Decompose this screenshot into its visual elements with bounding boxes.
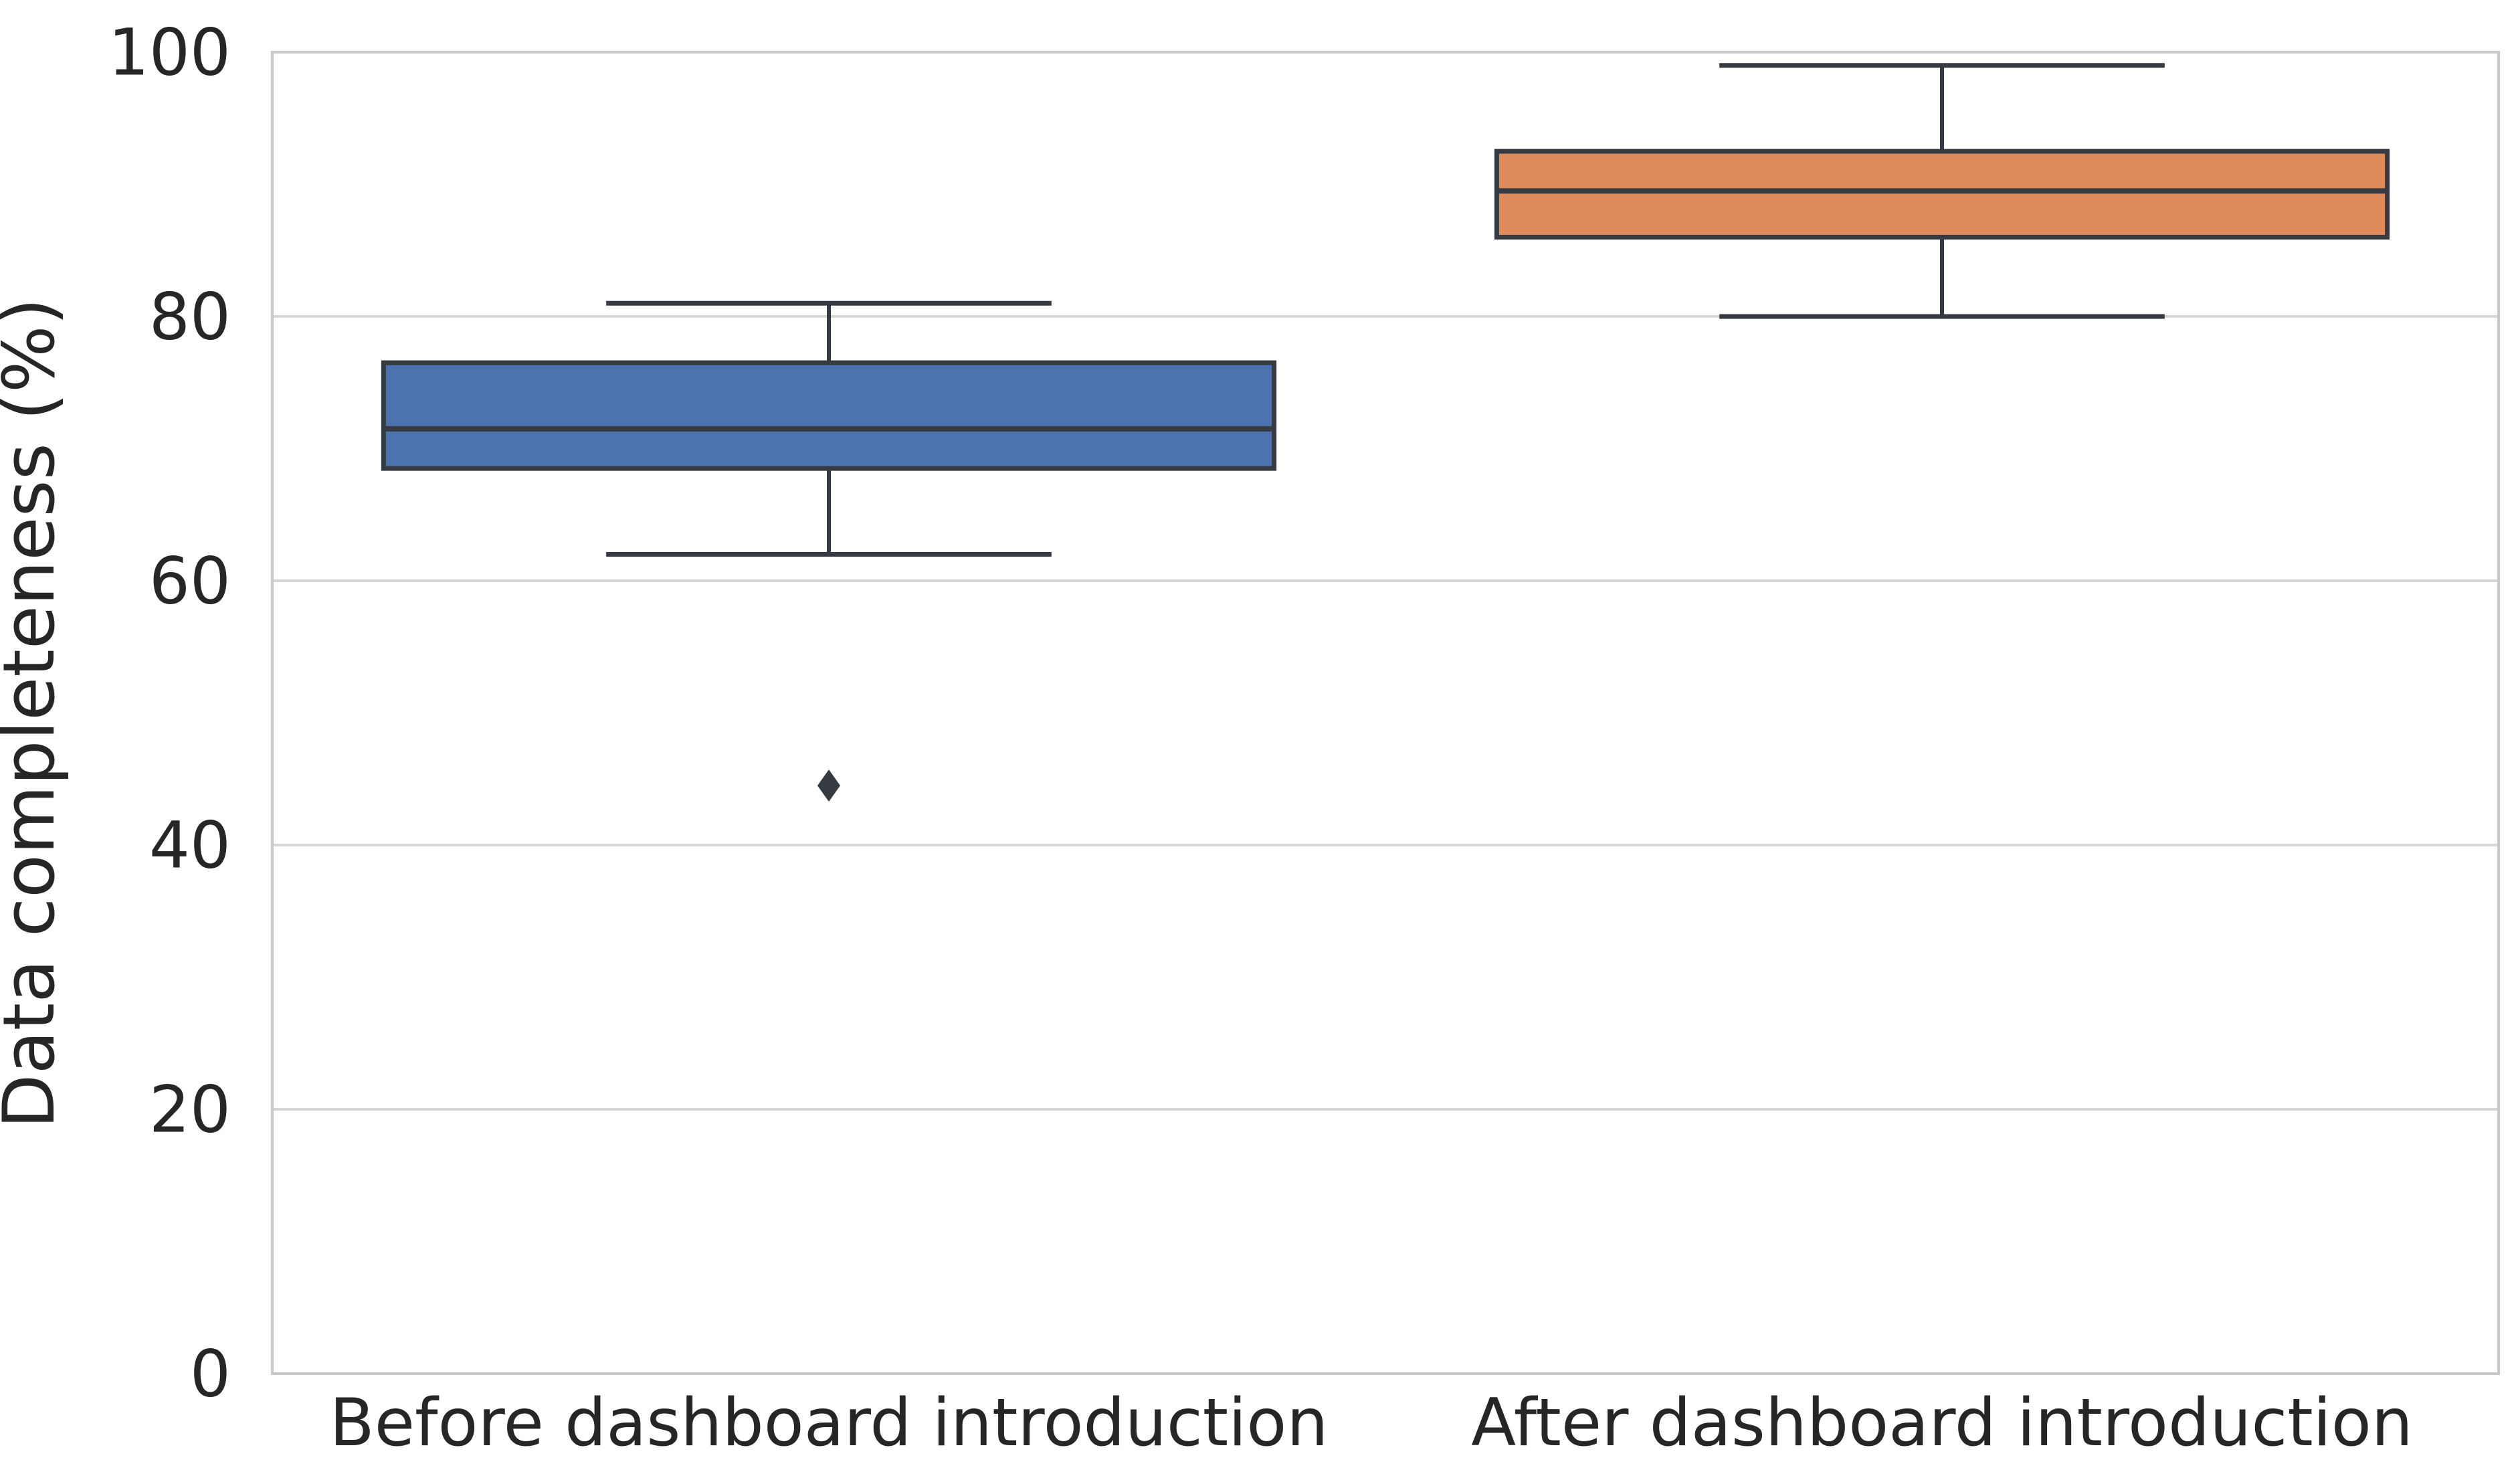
box-group-0 xyxy=(381,300,1277,802)
iqr-box xyxy=(381,360,1277,471)
axes-frame xyxy=(271,51,2500,1375)
y-tick-label-60: 60 xyxy=(149,544,231,619)
y-tick-label-40: 40 xyxy=(149,808,231,883)
y-tick-label-100: 100 xyxy=(108,15,231,90)
y-axis-label: Data completeness (%) xyxy=(0,298,70,1129)
outlier-marker xyxy=(817,769,840,802)
x-tick-label-0: Before dashboard introduction xyxy=(330,1385,1329,1461)
y-tick-label-0: 0 xyxy=(190,1337,231,1412)
y-tick-label-80: 80 xyxy=(149,280,231,355)
y-tick-label-20: 20 xyxy=(149,1073,231,1147)
box-group-1 xyxy=(1494,63,2390,319)
x-tick-label-1: After dashboard introduction xyxy=(1471,1385,2413,1461)
iqr-box xyxy=(1494,149,2390,240)
plot-area xyxy=(272,52,2499,1374)
